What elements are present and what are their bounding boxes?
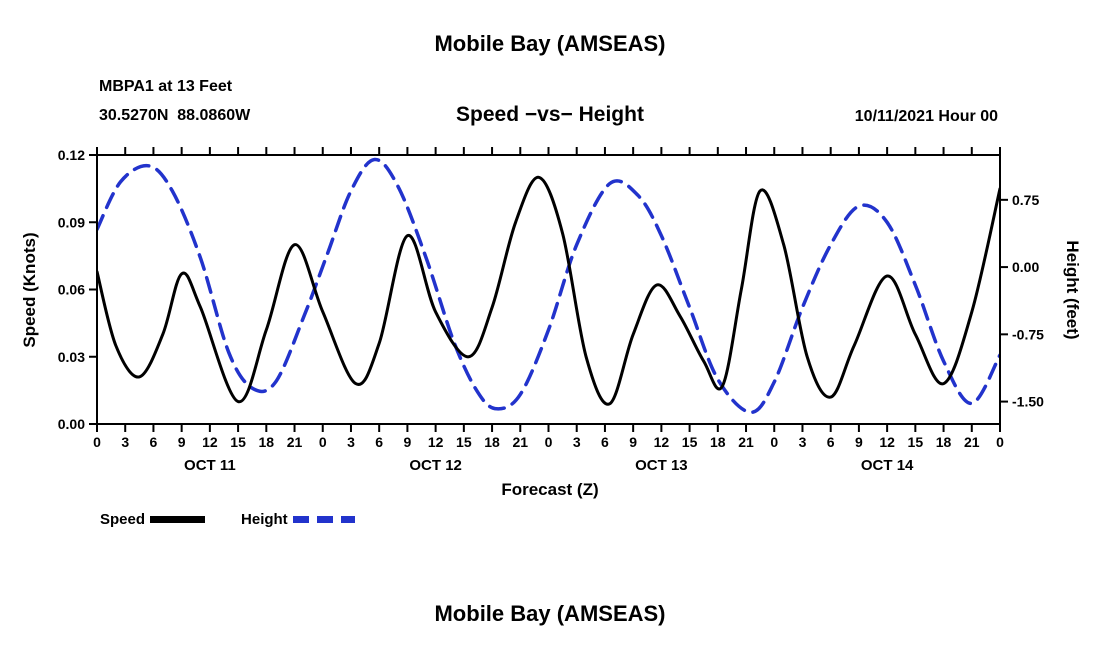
x-tick-label: 21 [964,434,980,450]
y-tick-label-right: 0.00 [1012,259,1039,275]
x-tick-label: 6 [601,434,609,450]
x-tick-label: 21 [287,434,303,450]
x-tick-label: 9 [404,434,412,450]
legend-label-speed: Speed [100,511,146,528]
legend: Speed Height [100,511,355,528]
x-tick-label: 12 [428,434,444,450]
day-label: OCT 11 [184,457,236,474]
page-title: Mobile Bay (AMSEAS) [434,31,666,56]
x-tick-label: 21 [512,434,528,450]
x-tick-label: 15 [230,434,246,450]
y-tick-label-left: 0.03 [58,349,85,365]
x-tick-label: 9 [629,434,637,450]
y-tick-label-right: -0.75 [1012,326,1044,342]
second-chart-title: Mobile Bay (AMSEAS) [434,601,666,626]
y-tick-label-right: 0.75 [1012,192,1039,208]
x-tick-label: 6 [827,434,835,450]
x-tick-label: 3 [121,434,129,450]
right-axis-title: Height (feet) [1063,240,1082,340]
x-tick-label: 0 [319,434,327,450]
x-tick-label: 3 [573,434,581,450]
y-tick-label-right: -1.50 [1012,394,1044,410]
legend-swatch-height [292,516,355,523]
x-tick-label: 0 [996,434,1004,450]
x-tick-label: 0 [545,434,553,450]
x-tick-label: 12 [202,434,218,450]
y-tick-label-left: 0.09 [58,214,85,230]
left-axis-title: Speed (Knots) [20,232,39,348]
x-tick-label: 0 [770,434,778,450]
series-line-height [96,157,1001,415]
x-tick-label: 9 [178,434,186,450]
x-tick-label: 18 [710,434,726,450]
y-tick-label-left: 0.12 [58,147,85,163]
x-tick-label: 6 [150,434,158,450]
y-tick-label-left: 0.00 [58,416,85,432]
day-label: OCT 12 [409,457,462,474]
plot-frame [96,154,1001,425]
x-tick-label: 3 [347,434,355,450]
legend-swatch-speed [150,516,206,523]
legend-label-height: Height [241,511,288,528]
x-tick-label: 18 [259,434,275,450]
x-axis-title: Forecast (Z) [501,480,599,499]
x-tick-label: 9 [855,434,863,450]
x-tick-label: 21 [738,434,754,450]
x-tick-label: 15 [682,434,698,450]
x-tick-label: 18 [484,434,500,450]
x-tick-label: 0 [93,434,101,450]
x-tick-label: 18 [936,434,952,450]
series-line-speed [96,175,1001,406]
day-label: OCT 13 [635,457,688,474]
x-tick-label: 6 [375,434,383,450]
forecast-datetime: 10/11/2021 Hour 00 [854,108,998,125]
x-tick-label: 15 [456,434,472,450]
chart-subtitle: Speed −vs− Height [456,103,644,126]
station-label: MBPA1 at 13 Feet [99,78,233,95]
day-label: OCT 14 [861,457,914,474]
x-tick-label: 12 [654,434,670,450]
x-tick-label: 15 [908,434,924,450]
y-tick-label-left: 0.06 [58,282,85,298]
station-coordinates: 30.5270N 88.0860W [99,107,251,124]
x-tick-label: 3 [799,434,807,450]
x-tick-label: 12 [879,434,895,450]
